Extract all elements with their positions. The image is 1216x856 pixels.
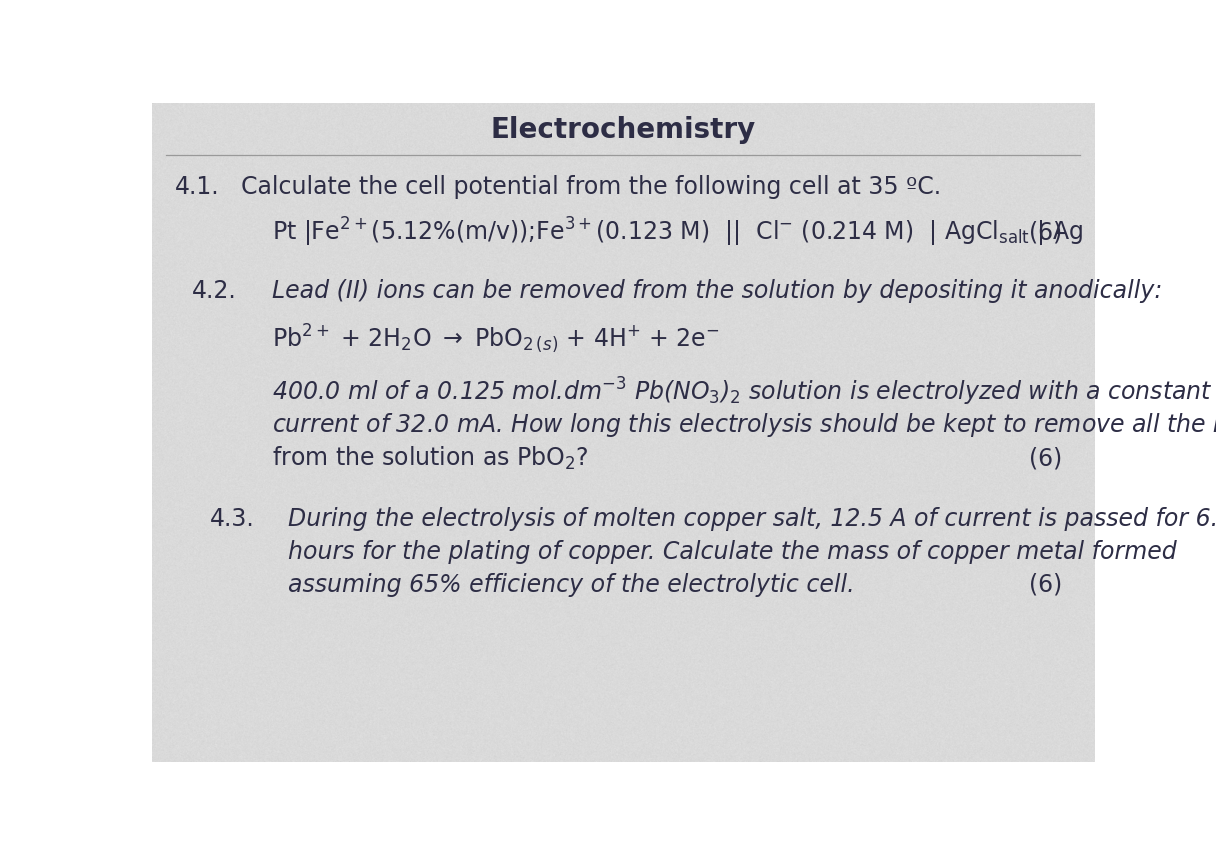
Text: Pt $|$Fe$^{2+}$(5.12%(m/v));Fe$^{3+}$(0.123 M)  $||$  Cl$^{-}$ (0.214 M)  $|$ Ag: Pt $|$Fe$^{2+}$(5.12%(m/v));Fe$^{3+}$(0.… bbox=[272, 216, 1083, 249]
Text: Calculate the cell potential from the following cell at 35 ºC.: Calculate the cell potential from the fo… bbox=[241, 175, 941, 199]
Text: current of 32.0 mA. How long this electrolysis should be kept to remove all the : current of 32.0 mA. How long this electr… bbox=[272, 408, 1216, 441]
Text: 4.3.: 4.3. bbox=[210, 507, 255, 531]
Text: (6): (6) bbox=[1030, 573, 1063, 597]
Text: Electrochemistry: Electrochemistry bbox=[490, 116, 756, 144]
Text: (6): (6) bbox=[1030, 447, 1063, 471]
Text: During the electrolysis of molten copper salt, 12.5 A of current is passed for 6: During the electrolysis of molten copper… bbox=[288, 507, 1216, 531]
Text: 400.0 ml of a 0.125 mol.dm$^{-3}$ Pb(NO$_3$)$_2$ solution is electrolyzed with a: 400.0 ml of a 0.125 mol.dm$^{-3}$ Pb(NO$… bbox=[272, 376, 1214, 407]
Text: (6): (6) bbox=[1030, 220, 1063, 244]
Text: from the solution as PbO$_2$?: from the solution as PbO$_2$? bbox=[272, 445, 589, 472]
Text: Pb$^{2+}$ + 2H$_2$O $\rightarrow$ PbO$_{2\,(s)}$ + 4H$^{+}$ + 2e$^{-}$: Pb$^{2+}$ + 2H$_2$O $\rightarrow$ PbO$_{… bbox=[272, 323, 720, 355]
Text: Lead (II) ions can be removed from the solution by depositing it anodically:: Lead (II) ions can be removed from the s… bbox=[272, 279, 1162, 303]
Text: 4.1.: 4.1. bbox=[175, 175, 220, 199]
Text: hours for the plating of copper. Calculate the mass of copper metal formed: hours for the plating of copper. Calcula… bbox=[288, 539, 1176, 563]
Text: assuming 65% efficiency of the electrolytic cell.: assuming 65% efficiency of the electroly… bbox=[288, 573, 855, 597]
Text: 4.2.: 4.2. bbox=[192, 279, 237, 303]
